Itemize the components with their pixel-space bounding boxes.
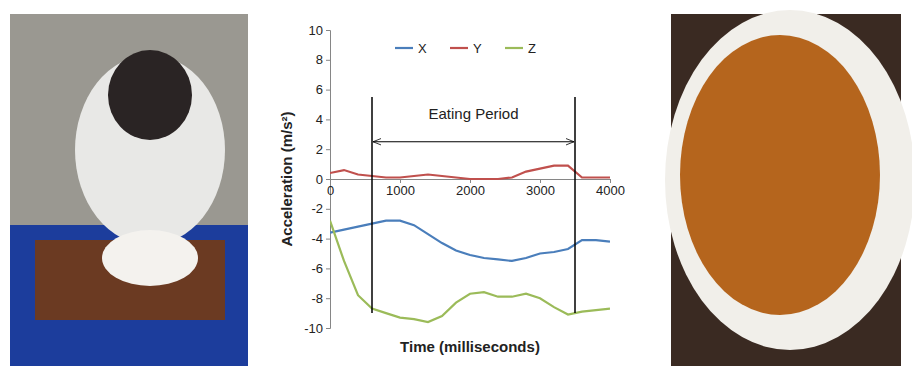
legend-swatch [505,47,523,49]
legend-label: Y [473,41,482,56]
y-tick: 4 [316,112,330,127]
legend-label: Z [528,41,536,56]
annotation-text: Eating Period [428,105,518,122]
annotation-line [371,97,373,313]
x-tick: 4000 [596,179,625,198]
x-tick: 0 [327,179,334,198]
y-tick-mark [326,179,330,180]
y-tick-mark [326,268,330,269]
y-tick: 10 [309,23,330,38]
x-tick: 2000 [456,179,485,198]
photo-bowl [665,10,912,350]
y-tick-label: 2 [316,142,323,157]
y-tick-mark [326,328,330,329]
photo-background [10,14,248,366]
legend-swatch [395,47,413,49]
y-tick: 8 [316,52,330,67]
y-tick-label: 4 [316,112,323,127]
y-tick-mark [326,209,330,210]
left-photo [10,14,248,366]
photo-head [108,50,192,140]
y-tick-mark [326,90,330,91]
y-tick-label: -4 [311,231,323,246]
annotation: Eating Period [372,97,575,313]
y-tick: -2 [311,201,330,216]
legend-label: X [418,41,427,56]
x-tick-label: 0 [327,183,334,198]
y-tick-mark [326,239,330,240]
y-tick: -8 [311,291,330,306]
annotation-line [574,97,576,313]
legend-swatch [450,47,468,49]
y-tick-label: 6 [316,82,323,97]
photo-food [680,35,880,315]
right-photo [665,10,912,366]
y-tick-mark [326,119,330,120]
y-tick-label: -8 [311,291,323,306]
x-tick: 1000 [386,179,415,198]
y-tick: 2 [316,142,330,157]
y-tick-label: 10 [309,23,323,38]
y-tick-label: -10 [304,321,323,336]
y-tick: 6 [316,82,330,97]
y-axis-title: Acceleration (m/s²) [278,111,295,246]
y-tick-label: 8 [316,52,323,67]
annotation-arrow [373,141,574,142]
x-tick-label: 2000 [456,183,485,198]
y-tick-label: -6 [311,261,323,276]
x-tick-label: 4000 [596,183,625,198]
photo-table [10,225,248,366]
x-tick-label: 1000 [386,183,415,198]
x-axis-title: Time (milliseconds) [400,338,540,355]
y-tick-mark [326,298,330,299]
y-tick: -4 [311,231,330,246]
y-tick: -10 [304,321,330,336]
y-tick-label: -2 [311,201,323,216]
y-tick: -6 [311,261,330,276]
y-tick-mark [326,30,330,31]
photo-bowl [102,230,198,286]
y-tick-mark [326,149,330,150]
y-tick-label: 0 [316,172,323,187]
legend: X Y Z [395,41,536,56]
y-axis: -10 -8 -6 -4 -2 0 2 4 6 8 10 [304,23,330,336]
y-tick-mark [326,60,330,61]
x-tick: 3000 [526,179,555,198]
x-tick-label: 3000 [526,183,555,198]
